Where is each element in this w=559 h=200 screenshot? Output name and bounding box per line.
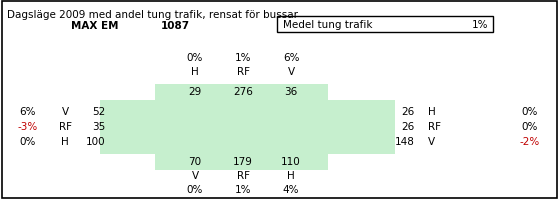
Text: 110: 110 [281, 156, 301, 166]
Text: H: H [191, 67, 199, 77]
Text: 0%: 0% [522, 121, 538, 131]
Text: MAX EM: MAX EM [71, 21, 119, 31]
Text: 1%: 1% [471, 20, 488, 30]
Text: 70: 70 [188, 156, 202, 166]
Text: 0%: 0% [187, 53, 203, 63]
Text: 26: 26 [402, 106, 415, 116]
Text: Medel tung trafik: Medel tung trafik [283, 20, 372, 30]
Bar [155, 85, 328, 100]
Text: V: V [191, 170, 198, 180]
Text: V: V [61, 106, 69, 116]
Text: 100: 100 [86, 136, 105, 146]
Text: H: H [428, 106, 436, 116]
Text: 1%: 1% [235, 53, 251, 63]
Text: -3%: -3% [18, 121, 38, 131]
Text: -2%: -2% [520, 136, 540, 146]
Text: 148: 148 [395, 136, 415, 146]
Text: 6%: 6% [283, 53, 299, 63]
Bar [155, 154, 328, 170]
Text: RF: RF [236, 67, 249, 77]
Text: 4%: 4% [283, 184, 299, 194]
Text: 276: 276 [233, 87, 253, 97]
Text: 26: 26 [402, 121, 415, 131]
Text: 1087: 1087 [160, 21, 190, 31]
Text: 6%: 6% [20, 106, 36, 116]
Text: 179: 179 [233, 156, 253, 166]
Text: H: H [287, 170, 295, 180]
Text: 1%: 1% [235, 184, 251, 194]
Text: 36: 36 [285, 87, 297, 97]
Bar [100, 100, 395, 154]
Bar [277, 17, 493, 33]
Text: 29: 29 [188, 87, 202, 97]
Text: 35: 35 [92, 121, 105, 131]
Text: 0%: 0% [20, 136, 36, 146]
Text: RF: RF [236, 170, 249, 180]
Text: Dagsläge 2009 med andel tung trafik, rensat för bussar: Dagsläge 2009 med andel tung trafik, ren… [7, 10, 298, 20]
Text: 0%: 0% [522, 106, 538, 116]
Text: 52: 52 [92, 106, 105, 116]
Text: V: V [287, 67, 295, 77]
Text: V: V [428, 136, 435, 146]
Text: 0%: 0% [187, 184, 203, 194]
Text: H: H [61, 136, 69, 146]
Text: RF: RF [59, 121, 72, 131]
Text: RF: RF [428, 121, 441, 131]
